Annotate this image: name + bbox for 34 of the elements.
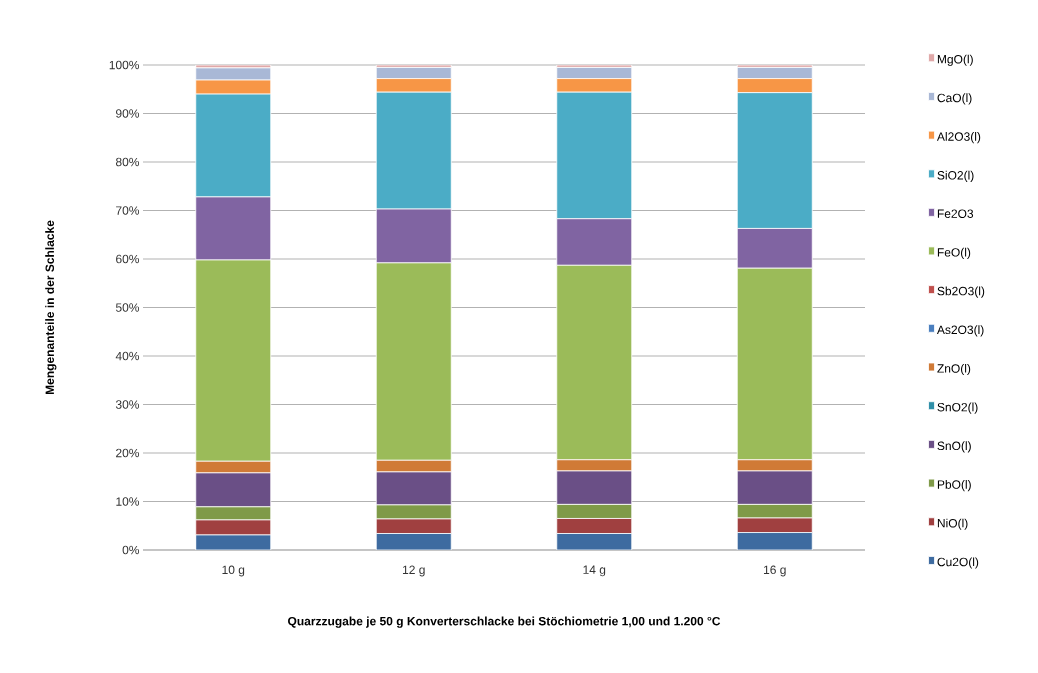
legend-label: Cu2O(l) [937,557,979,569]
legend-label: FeO(l) [937,247,971,259]
legend-label: SnO2(l) [937,402,978,414]
legend-label: SnO(l) [937,441,971,453]
y-tick-label: 30% [115,400,140,409]
x-tick-label: 12 g [402,565,425,577]
legend-label: As2O3(l) [936,325,984,337]
legend-label: CaO(l) [937,93,972,105]
y-tick-label: 90% [116,109,140,118]
y-axis-title: Mengenanteile in der Schlacke [45,220,57,395]
x-tick-label: 10 g [222,565,245,577]
y-tick-label: 50% [115,303,140,312]
y-tick-label: 100% [109,60,140,70]
legend-label: Al2O3(l) [936,132,981,144]
legend-label: ZnO(l) [937,363,971,376]
x-tick-label: 14 g [583,565,606,577]
y-tick-label: 20% [116,448,140,458]
y-tick-label: 40% [115,351,140,361]
bar [556,533,633,550]
x-tick-label: 16 g [763,565,786,577]
legend-label: Fe2O3 [937,209,974,218]
y-tick-label: 80% [115,157,140,167]
y-tick-label: 0% [122,545,140,555]
legend-label: NiO(l) [937,518,968,530]
bar [736,532,813,550]
legend-label: Sb2O3(l) [937,286,985,298]
legend-label: PbO(l) [937,479,971,492]
legend-label: MgO(l) [937,54,973,66]
bar [375,533,452,550]
y-tick-label: 10% [116,497,140,506]
legend-label: SiO2(l) [937,170,974,182]
y-tick-label: 70% [116,206,140,215]
y-tick-label: 60% [116,254,140,264]
x-axis-title: Quarzzugabe je 50 g Konverterschlacke bei Stöchiometrie 1,00 und 1.200 °C [288,616,721,628]
